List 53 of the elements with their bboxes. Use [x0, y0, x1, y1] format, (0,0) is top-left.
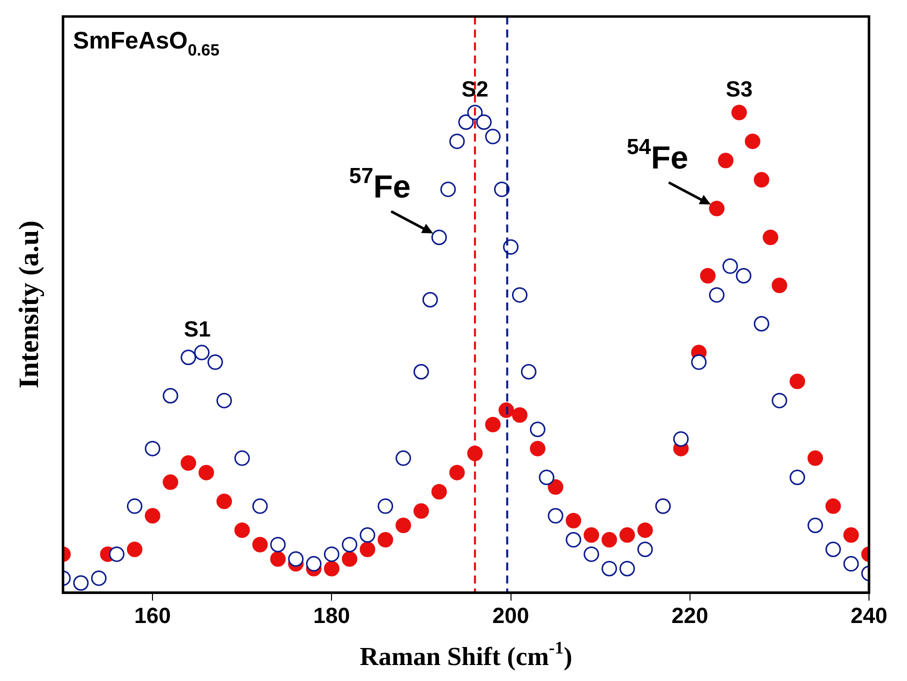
point	[718, 152, 734, 168]
point	[825, 498, 841, 514]
point	[754, 172, 770, 188]
annotation: S1	[184, 316, 211, 342]
point	[234, 522, 250, 538]
point	[843, 527, 859, 543]
point	[270, 551, 286, 567]
x-tick-label: 180	[313, 602, 350, 628]
point	[467, 446, 483, 462]
point	[378, 532, 394, 548]
point	[512, 407, 528, 423]
point	[619, 527, 635, 543]
point	[431, 484, 447, 500]
x-tick-label: 240	[850, 602, 888, 628]
point	[144, 508, 160, 524]
point	[731, 104, 747, 120]
point	[530, 440, 546, 456]
point	[673, 431, 689, 447]
x-tick-label: 200	[492, 602, 530, 628]
point	[709, 200, 725, 216]
annotation: S3	[726, 76, 753, 102]
point	[700, 268, 716, 284]
point	[216, 494, 232, 510]
point	[108, 546, 124, 562]
point	[306, 556, 322, 572]
point	[691, 354, 707, 370]
point	[744, 134, 760, 150]
y-axis-title: Intensity (a.u)	[14, 220, 45, 389]
point	[449, 464, 465, 480]
x-tick-label: 160	[134, 602, 171, 628]
point	[288, 551, 304, 567]
point	[324, 560, 340, 576]
point	[548, 479, 564, 495]
annotation: S2	[462, 76, 488, 102]
point	[485, 416, 501, 432]
point	[162, 474, 178, 490]
point	[252, 536, 268, 552]
point	[808, 450, 824, 466]
point	[180, 455, 196, 471]
point	[584, 527, 600, 543]
point	[790, 374, 806, 390]
x-tick-label: 220	[672, 602, 708, 628]
point	[396, 518, 412, 534]
point	[772, 278, 788, 294]
point	[198, 464, 214, 480]
point	[413, 503, 429, 519]
point	[602, 532, 618, 548]
point	[360, 542, 376, 558]
point	[566, 512, 582, 528]
point	[762, 230, 778, 246]
point	[342, 551, 358, 567]
point	[126, 542, 142, 558]
point	[637, 522, 653, 538]
